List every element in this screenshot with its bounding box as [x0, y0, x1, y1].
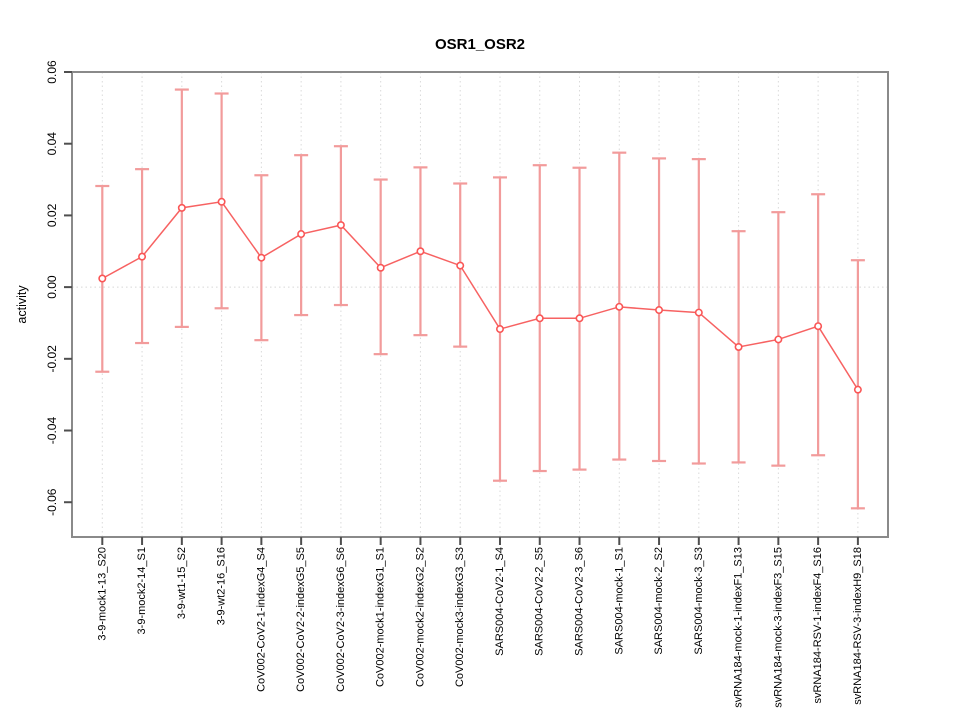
x-category-label: CoV002-mock1-indexG1_S1 [375, 547, 387, 687]
x-category-label: SARS004-mock-2_S2 [653, 547, 665, 655]
data-point [734, 342, 743, 351]
y-tick-label: -0.06 [45, 488, 59, 516]
data-point [774, 335, 783, 344]
x-category-label: 3-9-wt2-16_S16 [216, 547, 228, 625]
x-category-label: SARS004-mock-1_S1 [613, 547, 625, 655]
data-point [98, 274, 107, 283]
x-category-label: SARS004-CoV2-1_S4 [494, 547, 506, 656]
data-point [853, 385, 862, 394]
x-category-label: SARS004-mock-3_S3 [693, 547, 705, 655]
data-point [535, 314, 544, 323]
x-category-label: CoV002-CoV2-2-indexG5_S5 [295, 547, 307, 692]
data-point [336, 221, 345, 230]
data-point [456, 261, 465, 270]
x-category-label: svRNA184-RSV-3-indexH9_S18 [852, 547, 864, 705]
data-point [297, 230, 306, 239]
x-category-label: CoV002-CoV2-3-indexG6_S6 [335, 547, 347, 692]
x-category-label: 3-9-mock1-13_S20 [96, 547, 108, 641]
x-category-label: svRNA184-mock-1-indexF1_S13 [733, 547, 745, 708]
data-point [655, 306, 664, 315]
x-category-label: svRNA184-mock-3-indexF3_S15 [772, 547, 784, 708]
data-point [217, 197, 226, 206]
y-tick-label: -0.04 [45, 417, 59, 445]
x-category-label: 3-9-wt1-15_S2 [176, 547, 188, 619]
y-axis-label: activity [15, 285, 29, 324]
y-tick-label: 0.00 [45, 275, 59, 299]
plot-box [71, 71, 889, 538]
data-point [694, 308, 703, 317]
chart-title: OSR1_OSR2 [435, 36, 525, 53]
x-category-label: 3-9-mock2-14_S1 [136, 547, 148, 634]
x-category-label: CoV002-CoV2-1-indexG4_S4 [255, 547, 267, 692]
data-point [177, 203, 186, 212]
x-category-label: SARS004-CoV2-3_S6 [574, 547, 586, 656]
y-tick-label: 0.06 [45, 60, 59, 84]
data-point [257, 253, 266, 262]
data-point [138, 252, 147, 261]
data-point [615, 302, 624, 311]
x-category-label: CoV002-mock2-indexG2_S2 [414, 547, 426, 687]
data-point [814, 322, 823, 331]
x-category-label: svRNA184-RSV-1-indexF4_S16 [812, 547, 824, 704]
data-point [575, 314, 584, 323]
data-point [495, 325, 504, 334]
y-tick-label: 0.04 [45, 132, 59, 156]
y-tick-label: 0.02 [45, 203, 59, 227]
x-category-label: SARS004-CoV2-2_S5 [534, 547, 546, 656]
x-category-label: CoV002-mock3-indexG3_S3 [454, 547, 466, 687]
data-point [376, 263, 385, 272]
y-tick-label: -0.02 [45, 345, 59, 373]
data-point [416, 247, 425, 256]
series-line [101, 200, 859, 391]
